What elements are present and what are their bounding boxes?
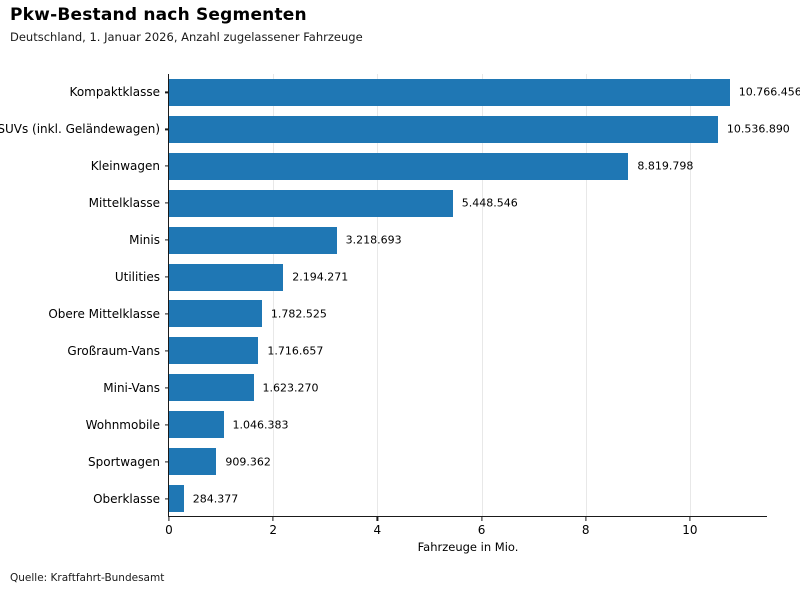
x-axis-tick	[168, 516, 170, 521]
x-axis-tick	[585, 516, 587, 521]
grid-line	[689, 74, 691, 516]
x-tick-label: 10	[682, 523, 698, 537]
category-label: Obere Mittelklasse	[48, 306, 160, 321]
grid-line	[273, 74, 275, 516]
bar	[169, 115, 718, 143]
y-axis-tick	[164, 165, 169, 167]
y-axis-tick	[164, 202, 169, 204]
category-label: Kompaktklasse	[69, 85, 160, 100]
chart-subtitle: Deutschland, 1. Januar 2026, Anzahl zuge…	[10, 30, 363, 44]
value-label: 3.218.693	[345, 233, 402, 247]
category-label: Oberklasse	[93, 491, 160, 506]
value-label: 1.046.383	[232, 418, 289, 432]
y-axis-tick	[164, 128, 169, 130]
y-axis-tick	[164, 461, 169, 463]
value-label: 10.536.890	[726, 122, 790, 136]
bar	[169, 152, 629, 180]
category-label: Großraum-Vans	[67, 343, 160, 358]
plot-area: Fahrzeuge in Mio. 0 2 4 6 8 10 Kompaktklasse 10…	[0, 74, 800, 554]
x-axis-label: Fahrzeuge in Mio.	[417, 540, 519, 554]
source-note: Quelle: Kraftfahrt-Bundesamt	[10, 572, 165, 584]
value-label: 1.623.270	[262, 381, 319, 395]
x-tick-label: 4	[373, 523, 382, 537]
bar	[169, 337, 259, 365]
bar	[169, 263, 284, 291]
value-label: 909.362	[225, 455, 271, 469]
category-label: Kleinwagen	[90, 159, 160, 174]
category-label: Mittelklasse	[88, 196, 160, 211]
y-axis-tick	[164, 387, 169, 389]
category-label: Utilities	[114, 270, 160, 285]
bar	[169, 448, 217, 476]
bar	[169, 78, 730, 106]
value-label: 2.194.271	[292, 270, 349, 284]
value-label: 8.819.798	[637, 159, 694, 173]
value-label: 284.377	[192, 492, 239, 506]
x-tick-label: 2	[269, 523, 277, 537]
value-label: 10.766.456	[738, 85, 800, 99]
x-axis-tick	[272, 516, 274, 521]
x-tick-label: 0	[165, 523, 173, 537]
bar	[169, 485, 184, 513]
grid-line	[585, 74, 587, 516]
category-label: Wohnmobile	[85, 417, 160, 432]
category-label: Mini-Vans	[103, 380, 160, 395]
grid-line	[377, 74, 379, 516]
x-tick-label: 6	[477, 523, 486, 537]
y-axis-tick	[164, 239, 169, 241]
y-axis-tick	[164, 350, 169, 352]
value-label: 1.782.525	[270, 307, 327, 321]
y-axis-tick	[164, 313, 169, 315]
y-axis-tick	[164, 497, 169, 500]
category-label: Sportwagen	[88, 454, 160, 469]
category-label: Minis	[129, 233, 160, 248]
bar	[169, 226, 337, 254]
x-axis-tick	[376, 516, 378, 521]
value-label: 5.448.546	[461, 196, 518, 210]
x-axis-tick	[689, 516, 691, 521]
y-axis-tick	[164, 91, 169, 94]
bar	[169, 189, 453, 217]
bar	[169, 374, 254, 402]
value-label: 1.716.657	[267, 344, 324, 358]
x-axis-tick	[480, 516, 483, 521]
y-axis-tick	[164, 424, 169, 426]
grid-line	[481, 74, 483, 516]
x-tick-label: 8	[581, 523, 590, 537]
y-axis-tick	[164, 276, 169, 278]
category-label: SUVs (inkl. Geländewagen)	[0, 122, 160, 137]
chart-title: Pkw-Bestand nach Segmenten	[10, 5, 307, 25]
bar	[169, 300, 262, 328]
bar	[169, 411, 224, 439]
